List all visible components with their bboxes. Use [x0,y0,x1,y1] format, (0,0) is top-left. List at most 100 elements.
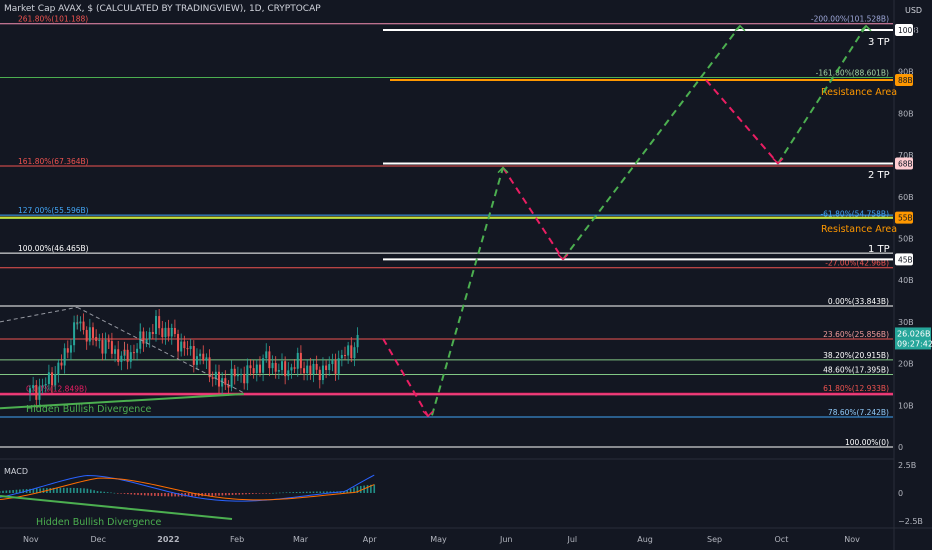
macd-histogram-bar [309,491,311,493]
macd-histogram-bar [32,488,35,493]
macd-histogram-bar [5,490,8,493]
macd-histogram-bar [346,490,349,493]
macd-histogram-bar [150,493,153,496]
divergence-line-macd [0,495,233,520]
macd-histogram-bar [49,487,52,493]
candle-body [246,365,249,384]
candle-body [347,345,350,356]
candle-body [318,369,321,381]
candle-body [208,357,211,378]
macd-histogram-bar [322,491,325,493]
fib-right-label: -161.80%(88.601B) [816,69,889,78]
annotation-1tp: 1 TP [868,244,890,255]
candle-body [63,348,66,366]
macd-histogram-bar [110,492,112,494]
candle-body [199,353,202,357]
macd-histogram-bar [59,487,62,493]
candle-body [139,331,142,333]
candle-body [290,367,293,371]
macd-histogram-bar [221,493,224,496]
candle-body [299,352,302,369]
macd-histogram-bar [15,489,18,493]
macd-histogram-bar [326,491,328,493]
candle-body [192,346,195,365]
candle-body [101,340,104,354]
candle-body [95,337,98,342]
macd-title: MACD [4,467,28,476]
y-tick-label: 70B [898,151,914,160]
macd-histogram-bar [302,491,305,493]
candle-body [240,374,243,376]
macd-histogram-bar [86,488,89,493]
macd-histogram-bar [174,493,176,497]
candle-body [117,349,120,362]
current-price-value: 26.026B [897,329,930,338]
macd-histogram-bar [366,485,369,493]
macd-histogram-bar [116,493,119,494]
candle-body [281,361,283,370]
macd-histogram-bar [164,493,166,497]
candle-body [195,356,198,365]
candle-body [88,327,91,342]
macd-histogram-bar [8,490,11,493]
current-price-tag [895,327,931,350]
candle-body [79,321,82,324]
x-tick-label: Oct [775,535,789,544]
price-tag-box [895,74,913,87]
macd-y-tick-label: −2.5B [898,517,923,526]
candle-body [167,327,170,337]
candle-body [44,383,47,386]
candle-body [47,372,50,384]
candle-body [214,371,217,379]
macd-histogram-bar [275,492,278,494]
candle-body [104,339,107,354]
fib-right-label: 100.00%(0) [845,438,889,447]
candle-body [132,352,135,354]
candle-body [293,367,296,369]
projection-up-2 [562,25,741,260]
macd-histogram-bar [79,488,82,493]
macd-histogram-bar [319,491,322,493]
macd-histogram-bar [292,492,295,493]
macd-histogram-bar [76,488,79,493]
candle-body [287,370,290,377]
candle-body [337,358,340,374]
x-tick-label: Mar [293,535,309,544]
candle-body [211,377,214,379]
macd-histogram-bar [295,492,298,493]
annotation-hidden-bullish-divergence-price: Hidden Bullish Divergence [26,404,151,415]
candle-body [243,374,246,384]
macd-histogram-bar [191,493,193,497]
candle-body [205,357,208,361]
macd-histogram-bar [133,493,136,495]
macd-histogram-bar [373,484,376,493]
macd-histogram-bar [245,493,247,495]
macd-histogram-bar [12,490,14,493]
macd-histogram-bar [35,488,38,493]
price-tag-box [895,24,913,36]
macd-histogram-bar [255,493,257,494]
macd-histogram-bar [289,492,291,493]
macd-line [0,474,375,502]
candle-body [236,374,239,377]
candle-body [334,360,337,374]
macd-histogram-bar [187,493,190,497]
candle-body [315,363,318,370]
macd-histogram-bar [39,488,41,493]
annotation-resistance-area-upper: Resistance Area [821,87,897,98]
macd-histogram-bar [2,490,4,493]
candle-body [325,365,328,371]
y-tick-label: 40B [898,276,914,285]
macd-histogram-bar [312,491,315,493]
x-tick-label: 2022 [157,535,179,544]
candle-body [35,385,38,400]
candle-body [161,328,164,338]
current-price-timer: 09:27:42 [897,339,932,348]
macd-histogram-bar [370,484,372,493]
candle-body [76,323,79,325]
macd-histogram-bar [184,493,187,497]
candle-body [262,358,265,373]
fib-right-label: 48.60%(17.395B) [823,365,889,374]
x-tick-label: Jun [499,535,513,544]
fib-left-label: 100.00%(46.465B) [18,244,89,253]
